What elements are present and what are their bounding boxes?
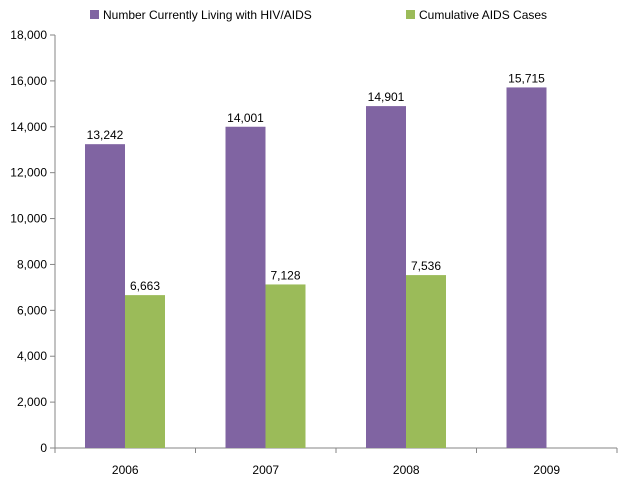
- y-tick-label: 2,000: [17, 395, 47, 409]
- bar: [506, 87, 547, 449]
- bar: [225, 126, 266, 449]
- legend-swatch-cumulative: [406, 10, 415, 19]
- bar: [406, 275, 446, 448]
- bars: [85, 87, 547, 449]
- y-tick-label: 18,000: [10, 28, 47, 42]
- bar: [366, 106, 406, 449]
- legend-swatch-living: [90, 10, 99, 19]
- y-tick-label: 8,000: [17, 257, 47, 271]
- legend: Number Currently Living with HIV/AIDS Cu…: [90, 8, 547, 22]
- bar: [265, 284, 306, 448]
- data-label: 6,663: [130, 279, 160, 293]
- y-tick-label: 16,000: [10, 74, 47, 88]
- legend-label-cumulative: Cumulative AIDS Cases: [419, 8, 547, 22]
- axes: 0 2,000 4,000 6,000 8,000 10,000 12,000 14,000 1…: [10, 28, 618, 477]
- data-label: 14,901: [368, 90, 405, 104]
- x-tick-label: 2009: [533, 463, 560, 477]
- legend-label-living: Number Currently Living with HIV/AIDS: [103, 8, 312, 22]
- y-tick-label: 10,000: [10, 212, 47, 226]
- data-label: 7,536: [411, 259, 441, 273]
- y-tick-label: 0: [40, 441, 47, 455]
- bar: [85, 144, 125, 448]
- x-tick-label: 2006: [112, 463, 139, 477]
- y-tick-label: 14,000: [10, 120, 47, 134]
- x-tick-label: 2008: [393, 463, 420, 477]
- data-label: 13,242: [87, 128, 124, 142]
- bar: [125, 295, 165, 448]
- data-label: 14,001: [227, 111, 264, 125]
- data-label: 7,128: [270, 268, 300, 282]
- y-tick-label: 12,000: [10, 166, 47, 180]
- data-label: 15,715: [508, 71, 545, 85]
- data-labels: 13,242 14,001 14,901 15,715 6,663 7,128 7,536: [87, 71, 546, 293]
- y-tick-label: 4,000: [17, 349, 47, 363]
- y-tick-label: 6,000: [17, 303, 47, 317]
- x-tick-label: 2007: [252, 463, 279, 477]
